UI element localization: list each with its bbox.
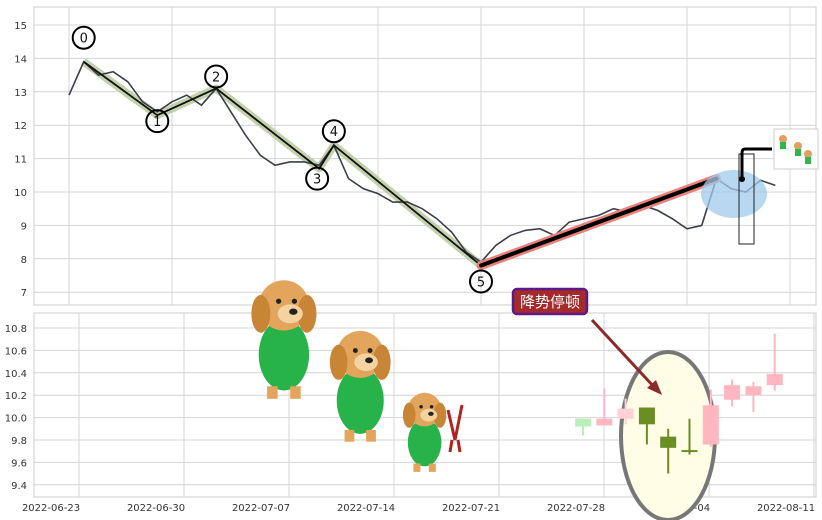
y-tick-label: 10.0 [5, 414, 27, 425]
candle-body [617, 408, 634, 419]
wave-label: 5 [477, 275, 485, 290]
decorations [251, 280, 464, 472]
y-tick-label: 10.6 [5, 346, 27, 357]
ear [251, 294, 271, 333]
dog-with-pliers-illustration [402, 392, 447, 472]
wave-label: 4 [330, 125, 338, 140]
ear [402, 402, 416, 428]
ear [372, 344, 391, 380]
muzzle [354, 353, 378, 372]
candle-body [745, 386, 762, 396]
dog-icon [804, 150, 812, 158]
y-tick-label: 10.2 [5, 391, 27, 402]
leg [344, 429, 355, 442]
overalls [258, 319, 310, 391]
wave-label: 1 [153, 115, 161, 130]
y-tick-label: 13 [14, 88, 27, 99]
candle-body [575, 418, 591, 427]
annotation-box: 降势停顿 [511, 287, 589, 316]
x-tick-label: 2022-06-30 [127, 503, 185, 514]
dog-icon [794, 142, 802, 150]
arrowhead-icon [647, 380, 662, 395]
dog-illustration [251, 280, 317, 399]
wave-label: 0 [80, 32, 88, 47]
y-tick-label: 10.8 [5, 324, 27, 335]
y-tick-label: 9.4 [11, 481, 27, 492]
wave-line [83, 61, 482, 267]
ear [297, 294, 317, 333]
dog-overalls-icon [780, 142, 786, 149]
nose [428, 411, 434, 416]
eye [419, 405, 423, 409]
zoom-box [738, 153, 755, 245]
highlight-ellipse [701, 170, 767, 218]
y-tick-label: 9.6 [11, 458, 27, 469]
wave-marker [321, 119, 346, 144]
x-tick-label: 2022-08-11 [757, 503, 815, 514]
leg [428, 463, 436, 472]
y-tick-label: 8 [21, 255, 27, 266]
ear [329, 344, 348, 380]
wave-marker [469, 269, 493, 294]
dog-overalls-icon [795, 149, 801, 156]
y-tick-label: 10.4 [5, 369, 27, 380]
candle-body [638, 407, 655, 425]
plot-frame [33, 6, 817, 306]
wave-label: 2 [212, 70, 220, 85]
y-tick-label: 12 [14, 121, 27, 132]
y-tick-label: 15 [14, 21, 27, 32]
leg [267, 386, 278, 399]
y-tick-label: 10 [14, 188, 27, 199]
candle-body [766, 373, 783, 386]
muzzle [277, 304, 303, 324]
x-tick-label: 2022-07-21 [442, 503, 500, 514]
muzzle [420, 408, 438, 422]
x-tick-label: 2022-07-28 [547, 503, 605, 514]
x-tick-label: 2022-07-07 [232, 503, 290, 514]
x-tick-label: 2022-07-14 [337, 503, 395, 514]
callout-connector [740, 147, 772, 178]
eye [352, 348, 358, 353]
y-tick-label: 14 [14, 54, 27, 65]
y-tick-label: 9.8 [11, 436, 27, 447]
pliers-icon [446, 404, 464, 453]
candle-body [596, 418, 613, 426]
wave-marker [204, 64, 229, 89]
dog-overalls-icon [805, 157, 811, 164]
x-tick-label: 2022-06-23 [22, 503, 80, 514]
overalls [336, 367, 384, 434]
eye [276, 298, 282, 304]
nose [365, 357, 373, 364]
candle-body [724, 385, 741, 400]
price-line [68, 60, 776, 264]
dog-icon [779, 135, 787, 143]
candle-body [681, 450, 698, 453]
candle-body [702, 405, 719, 445]
ear [433, 402, 447, 428]
y-tick-label: 7 [21, 288, 27, 299]
wave-label: 3 [313, 173, 321, 188]
wave-marker [71, 25, 96, 50]
eye [429, 405, 434, 409]
callout-dot [739, 176, 745, 182]
candle-body [660, 436, 677, 448]
annotation-arrow [590, 318, 657, 390]
overalls [407, 418, 442, 467]
annotation-text: 降势停顿 [520, 293, 580, 311]
dog-illustration [329, 330, 391, 442]
wave-marker [145, 109, 170, 134]
y-tick-label: 11 [14, 155, 27, 166]
leg [413, 463, 421, 472]
leg [366, 429, 376, 442]
eye [291, 298, 298, 304]
leg [290, 386, 301, 399]
eye [367, 348, 373, 353]
annotation-background [511, 287, 589, 316]
trend-line [479, 176, 719, 268]
y-tick-label: 9 [21, 221, 27, 232]
nose [289, 308, 298, 315]
wave-marker [305, 166, 330, 191]
